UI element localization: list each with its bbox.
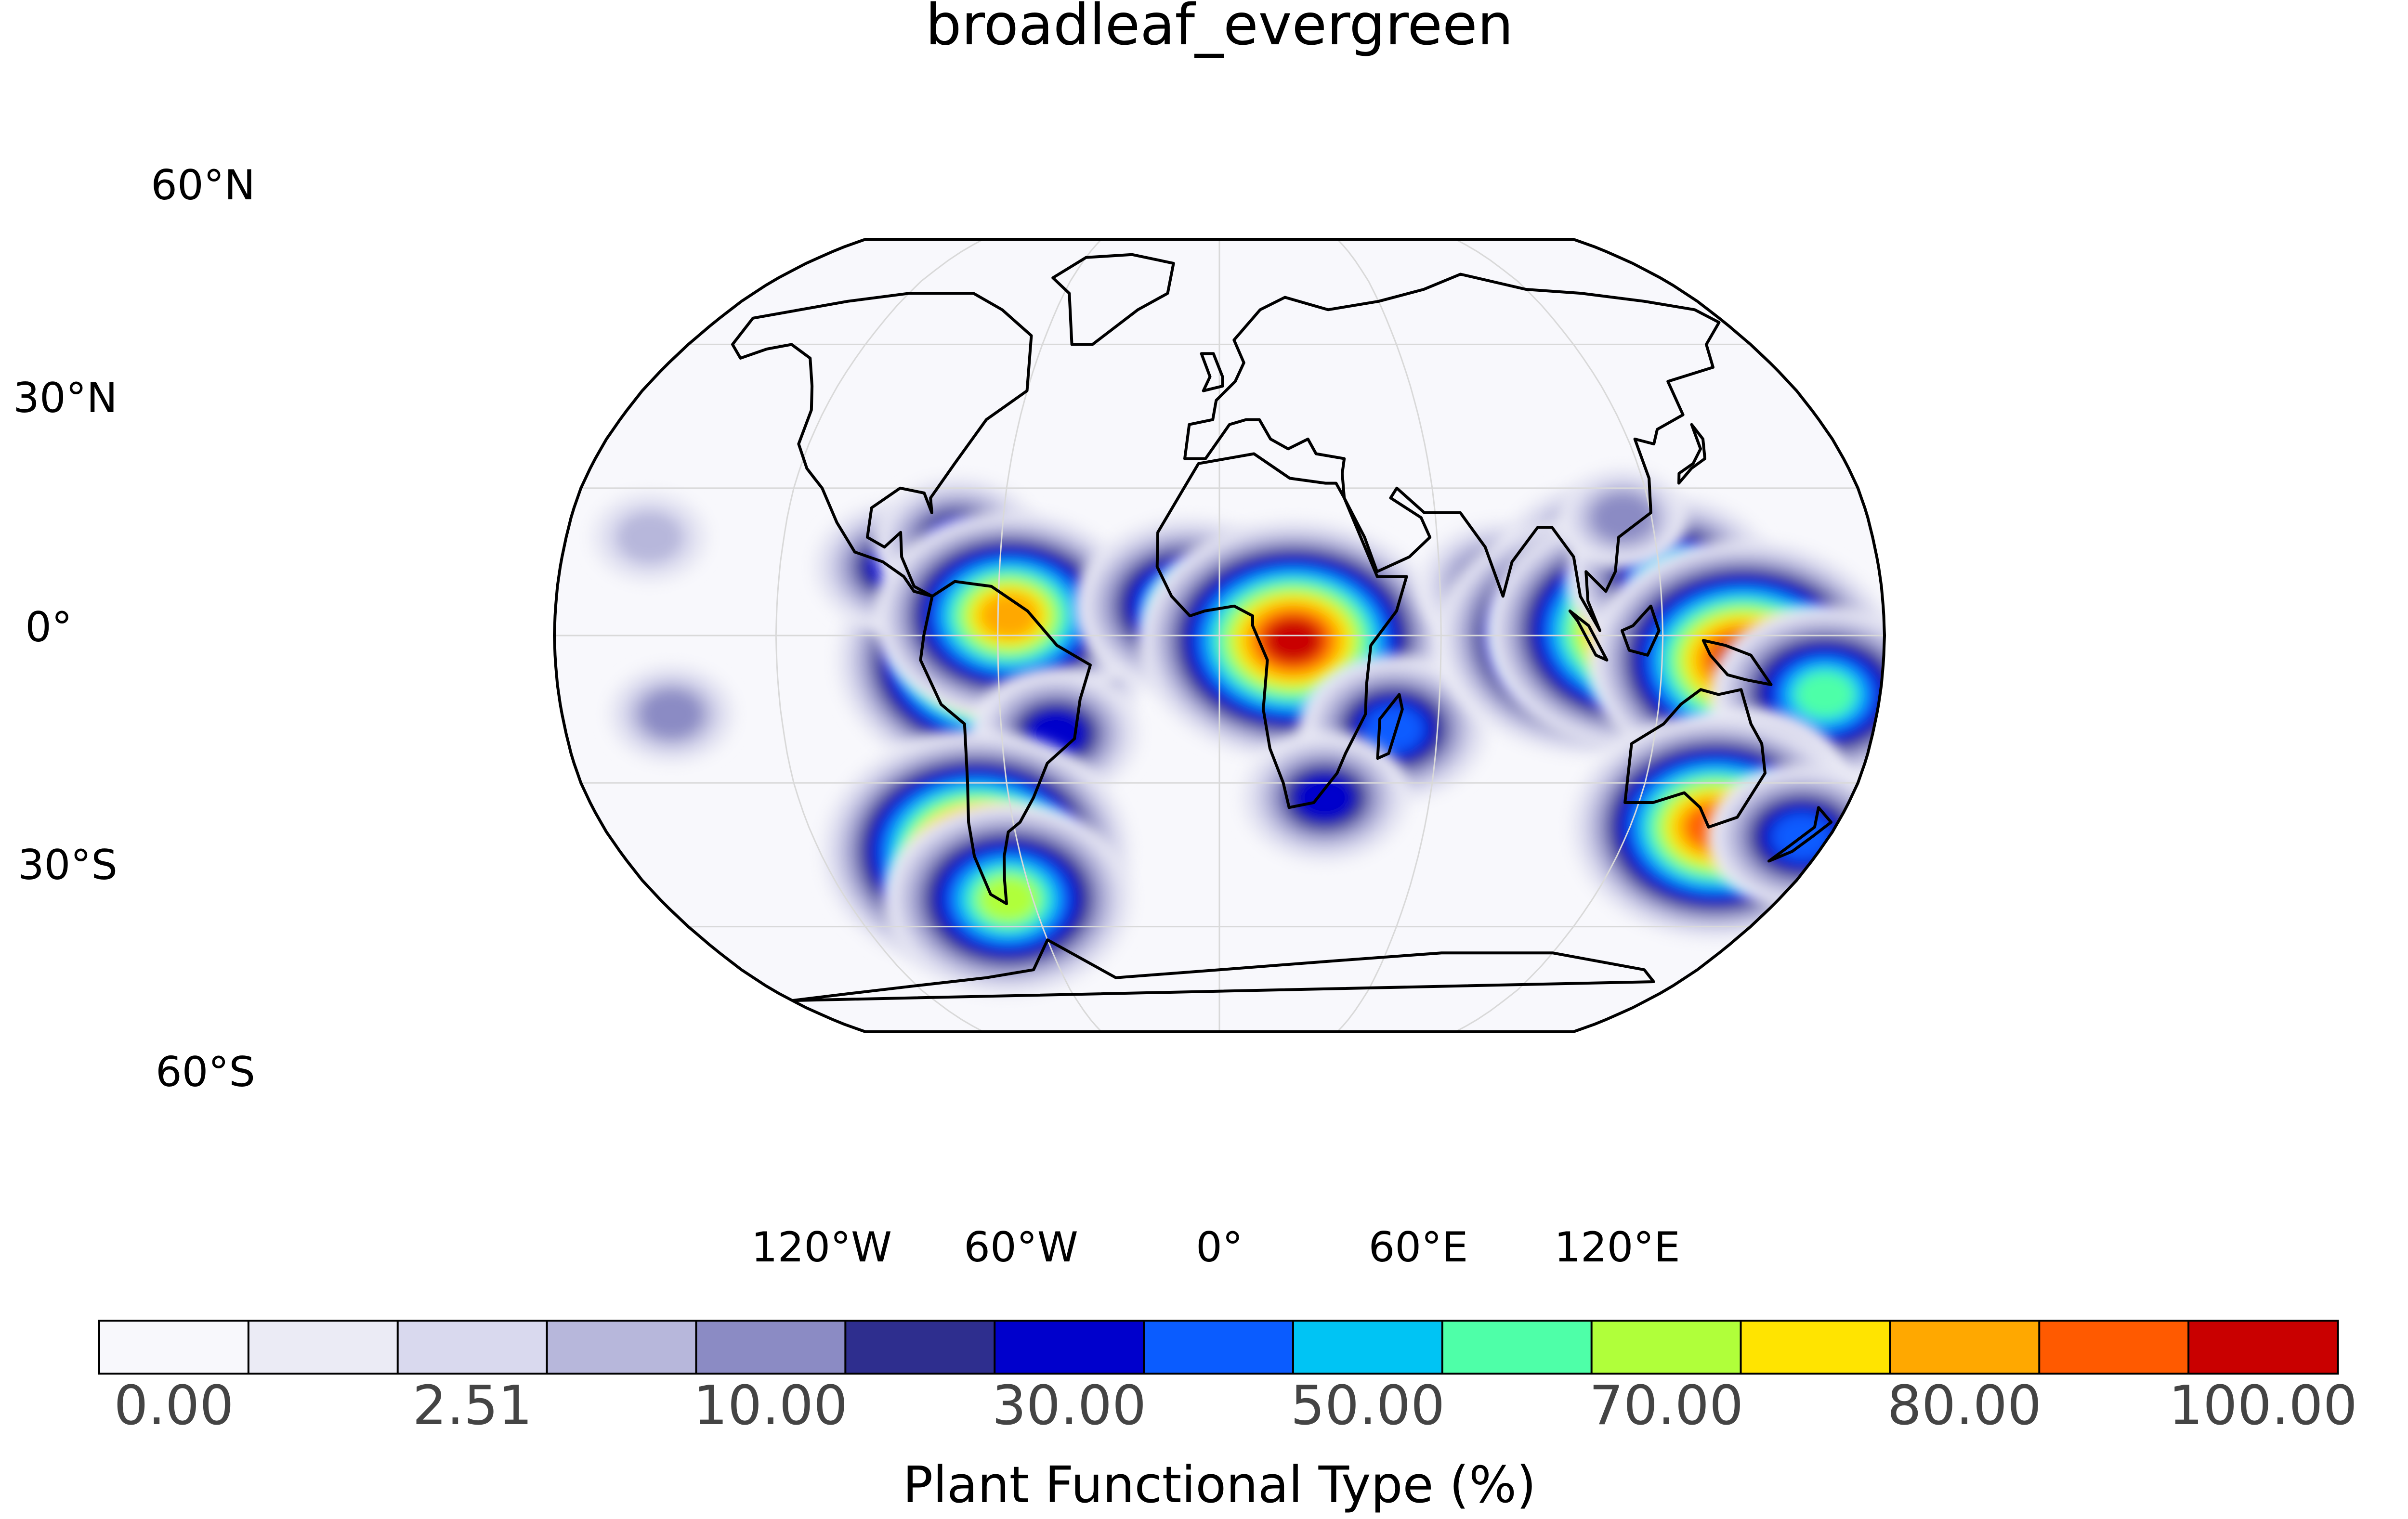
gridline-lon (997, 239, 1102, 1032)
coastline (1767, 806, 1833, 863)
colorbar-bin (695, 1320, 847, 1375)
pft-region (589, 491, 709, 584)
gridline-lon (1455, 239, 1664, 1032)
coastline (1200, 352, 1224, 392)
pft-field (589, 467, 1885, 997)
coastline (1568, 610, 1609, 662)
colorbar: 0.00 2.51 10.00 30.00 50.00 70.00 80.00 … (98, 1320, 2357, 1514)
map-area (552, 238, 1886, 1033)
colorbar-bins (98, 1320, 2339, 1375)
colorbar-bin (1292, 1320, 1444, 1375)
lon-label-120w: 120°W (751, 1223, 892, 1272)
colorbar-bin (2038, 1320, 2190, 1375)
colorbar-tick-6: 30.00 (992, 1375, 1147, 1437)
colorbar-ticks: 0.00 2.51 10.00 30.00 50.00 70.00 80.00 … (114, 1375, 2357, 1437)
colorbar-tick-0: 0.00 (114, 1375, 234, 1437)
lon-label-60w: 60°W (964, 1223, 1078, 1272)
coastline (1677, 423, 1706, 485)
coastline (1155, 452, 1408, 809)
lat-label-30s: 30°S (18, 841, 118, 889)
colorbar-tick-4: 10.00 (694, 1375, 848, 1437)
coastline (791, 938, 1655, 1002)
colorbar-bin (2187, 1320, 2339, 1375)
colorbar-tick-12: 80.00 (1887, 1375, 2042, 1437)
coastline (1623, 688, 1767, 829)
colorbar-bin (994, 1320, 1145, 1375)
colorbar-bin (1590, 1320, 1742, 1375)
colorbar-bin (546, 1320, 697, 1375)
pft-region (882, 801, 1134, 997)
colorbar-bin (98, 1320, 250, 1375)
gridline-lon (775, 239, 984, 1032)
gridline-lon (1336, 239, 1442, 1032)
coastline (1621, 604, 1661, 657)
colorbar-bin (247, 1320, 399, 1375)
colorbar-tick-10: 70.00 (1589, 1375, 1744, 1437)
colorbar-frame (98, 1320, 2339, 1375)
coastline (1701, 639, 1773, 687)
colorbar-bin (396, 1320, 549, 1375)
lon-label-60e: 60°E (1369, 1223, 1468, 1272)
coastline (1183, 273, 1721, 632)
colorbar-tick-14: 100.00 (2169, 1375, 2357, 1437)
colorbar-bin (1889, 1320, 2041, 1375)
coastline (1051, 253, 1175, 346)
colorbar-tick-8: 50.00 (1291, 1375, 1445, 1437)
lat-label-60s: 60°S (156, 1048, 255, 1096)
colorbar-tick-2: 2.51 (412, 1375, 532, 1437)
coastline (1376, 693, 1404, 760)
pft-region (606, 663, 736, 765)
pft-region (873, 510, 1145, 722)
lon-label-0: 0° (1196, 1223, 1243, 1272)
lat-label-60n: 60°N (151, 161, 255, 209)
coastline (731, 292, 1033, 598)
lat-label-0: 0° (25, 603, 72, 651)
latitude-labels: 60°N 30°N 0° 30°S 60°S (13, 161, 255, 1096)
colorbar-bin (844, 1320, 996, 1375)
globe-outline (552, 238, 1886, 1033)
colorbar-bin (1740, 1320, 1891, 1375)
lat-label-30n: 30°N (13, 374, 118, 422)
coastlines (731, 253, 1833, 1002)
colorbar-bin (1441, 1320, 1593, 1375)
colorbar-bin (1143, 1320, 1295, 1375)
lon-label-120e: 120°E (1554, 1223, 1680, 1272)
gridlines (554, 239, 1885, 1032)
pft-region (1240, 731, 1410, 864)
pft-region (1558, 467, 1688, 568)
coastline (919, 580, 1092, 906)
longitude-labels: 120°W 60°W 0° 60°E 120°E (751, 1223, 1680, 1272)
map-title: broadleaf_evergreen (926, 0, 1514, 58)
colorbar-label: Plant Functional Type (%) (903, 1455, 1536, 1514)
